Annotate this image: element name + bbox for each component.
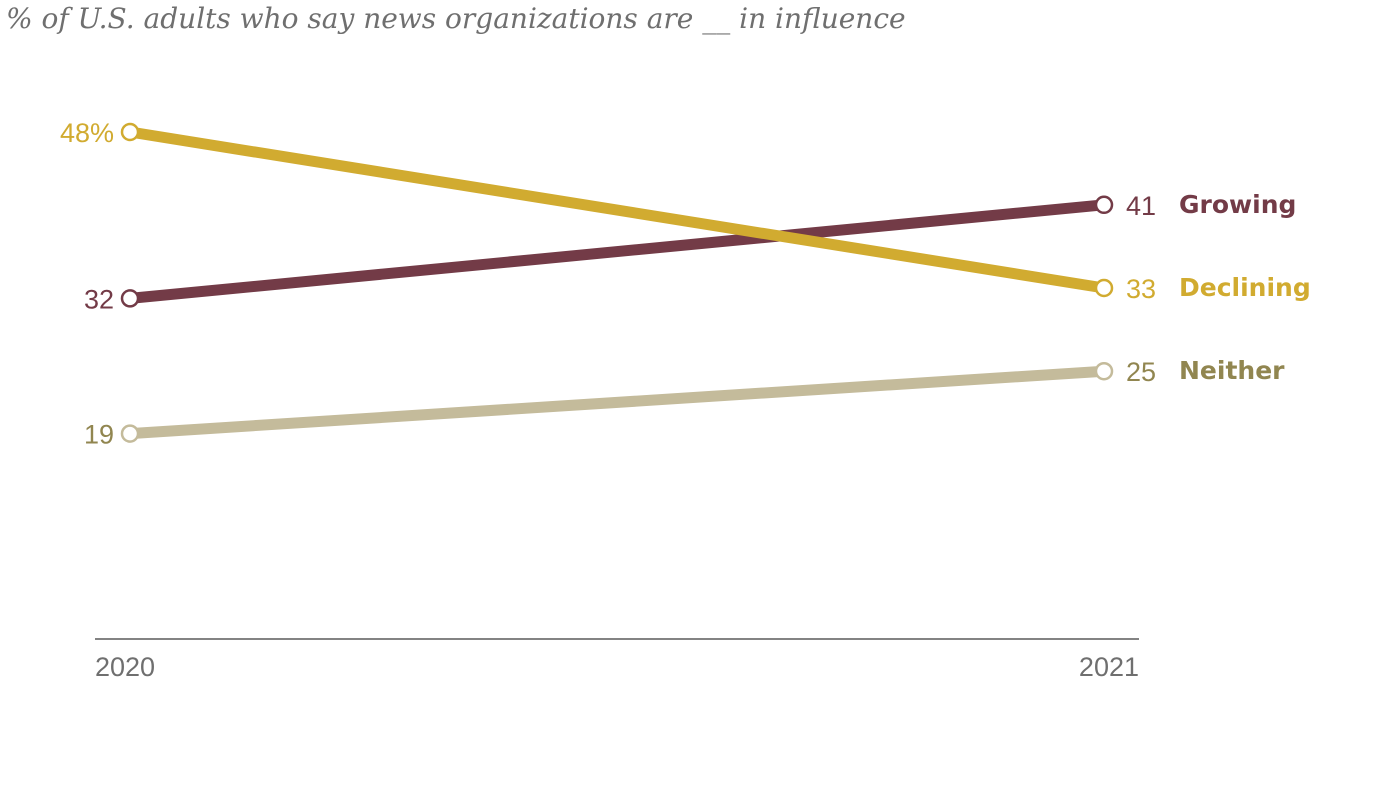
data-label-growing-2020: 32 xyxy=(84,284,114,314)
chart-subtitle: % of U.S. adults who say news organizati… xyxy=(6,2,906,35)
data-label-declining-2021: 33 xyxy=(1126,274,1156,304)
series-line-declining xyxy=(129,126,1105,294)
series-name-growing: Growing xyxy=(1179,190,1296,219)
series-name-neither: Neither xyxy=(1179,356,1285,385)
data-label-neither-2021: 25 xyxy=(1126,357,1156,387)
data-label-growing-2021: 41 xyxy=(1126,191,1156,221)
x-tick-label-2021: 2021 xyxy=(1079,652,1139,682)
series-line-neither xyxy=(129,365,1105,440)
data-point-declining-2020 xyxy=(120,122,140,142)
data-point-growing-2020 xyxy=(120,289,140,308)
data-point-neither-2020 xyxy=(120,424,140,443)
x-tick-label-2020: 2020 xyxy=(95,652,155,682)
data-label-declining-2020: 48% xyxy=(60,118,114,148)
data-point-neither-2021 xyxy=(1094,361,1114,381)
data-point-growing-2021 xyxy=(1094,195,1114,215)
data-point-declining-2021 xyxy=(1094,278,1114,298)
series-name-declining: Declining xyxy=(1179,273,1311,302)
data-label-neither-2020: 19 xyxy=(84,420,114,450)
series-layer: 32 41 Growing 48% 33 Declining 19 25 Neither xyxy=(60,118,1311,450)
series-line-growing xyxy=(129,199,1105,304)
